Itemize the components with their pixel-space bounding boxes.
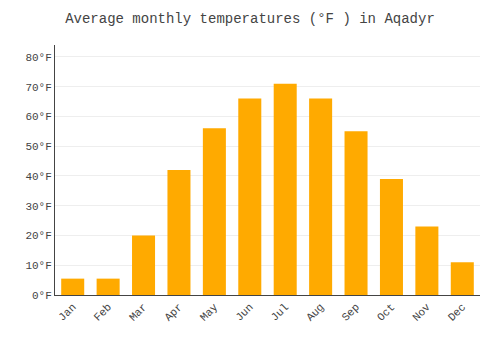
svg-text:Aug: Aug [304,301,326,323]
svg-text:Jul: Jul [269,301,291,323]
svg-text:May: May [198,301,221,324]
svg-text:80°F: 80°F [25,52,51,64]
svg-text:Nov: Nov [410,301,433,324]
svg-text:Mar: Mar [127,301,149,323]
svg-text:20°F: 20°F [25,230,51,242]
svg-text:Apr: Apr [162,301,184,323]
svg-text:Sep: Sep [340,301,362,323]
svg-text:60°F: 60°F [25,111,51,123]
svg-text:40°F: 40°F [25,171,51,183]
svg-text:0°F: 0°F [32,290,52,302]
svg-text:Average monthly temperatures (: Average monthly temperatures (°F ) in Aq… [65,11,435,27]
svg-text:70°F: 70°F [25,82,51,94]
svg-text:Jun: Jun [233,301,255,323]
svg-text:30°F: 30°F [25,201,51,213]
svg-text:Oct: Oct [375,301,397,323]
svg-text:Jan: Jan [56,301,78,323]
svg-text:Dec: Dec [446,301,468,323]
svg-text:50°F: 50°F [25,141,51,153]
svg-text:Feb: Feb [92,301,114,323]
svg-text:10°F: 10°F [25,260,51,272]
